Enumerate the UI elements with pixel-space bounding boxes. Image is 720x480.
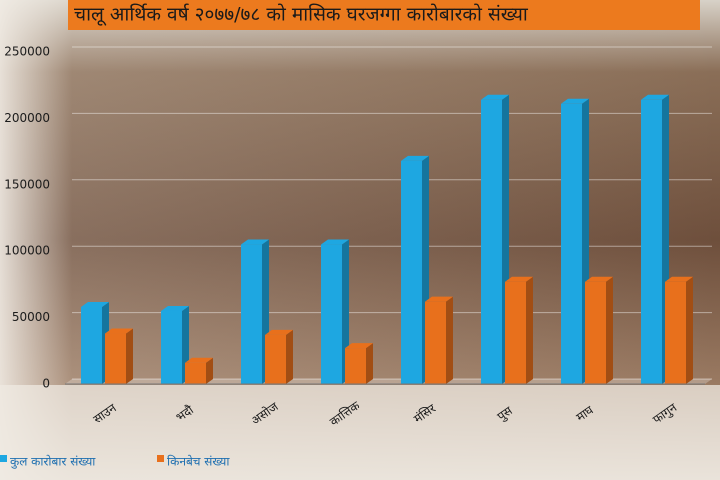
y-tick-label: 150000	[4, 177, 50, 191]
bar	[641, 99, 662, 385]
bar-top	[505, 276, 533, 282]
bar	[561, 103, 582, 385]
bar	[481, 99, 502, 385]
bar	[185, 362, 206, 384]
bar-top	[425, 296, 453, 302]
bar-top	[585, 276, 613, 282]
y-tick-label: 200000	[4, 111, 50, 125]
y-tick-label: 0	[42, 377, 50, 391]
legend-swatch	[157, 455, 164, 462]
bar	[265, 334, 286, 384]
bar	[241, 244, 262, 384]
bar-top	[81, 301, 109, 307]
bar-top	[265, 329, 293, 335]
legend-label: कुल कारोबार संख्या	[10, 455, 96, 470]
lower-panel	[0, 385, 720, 480]
bar	[505, 281, 526, 384]
legend-label: किनबेच संख्या	[167, 455, 230, 469]
bar-top	[241, 239, 269, 245]
bar	[585, 281, 606, 384]
bar-side	[526, 276, 533, 384]
bar-top	[185, 357, 213, 363]
bar	[161, 310, 182, 384]
bar	[321, 244, 342, 384]
bar-top	[321, 239, 349, 245]
bar-top	[641, 94, 669, 100]
bar-top	[665, 276, 693, 282]
bar	[105, 333, 126, 384]
bar-side	[366, 343, 373, 384]
bar	[401, 160, 422, 384]
legend-swatch	[0, 455, 7, 462]
bar	[425, 301, 446, 384]
y-tick-label: 250000	[4, 45, 50, 59]
title-banner	[68, 0, 700, 30]
bar	[81, 306, 102, 384]
y-tick-label: 50000	[12, 310, 50, 324]
bar-top	[161, 305, 189, 311]
bar-side	[286, 329, 293, 384]
bar-top	[345, 343, 373, 349]
bar-side	[606, 276, 613, 384]
chart-title: चालू आर्थिक वर्ष २०७७/७८ को मासिक घरजग्ग…	[74, 3, 529, 27]
bar-side	[206, 357, 213, 384]
bar-side	[446, 296, 453, 384]
bar	[345, 348, 366, 384]
bar	[665, 281, 686, 384]
y-tick-label: 100000	[4, 244, 50, 258]
floor	[65, 379, 712, 384]
bar-top	[481, 94, 509, 100]
bar-top	[401, 155, 429, 161]
bar-side	[126, 328, 133, 384]
bar-top	[105, 328, 133, 334]
bar-top	[561, 98, 589, 104]
bar-side	[686, 276, 693, 384]
